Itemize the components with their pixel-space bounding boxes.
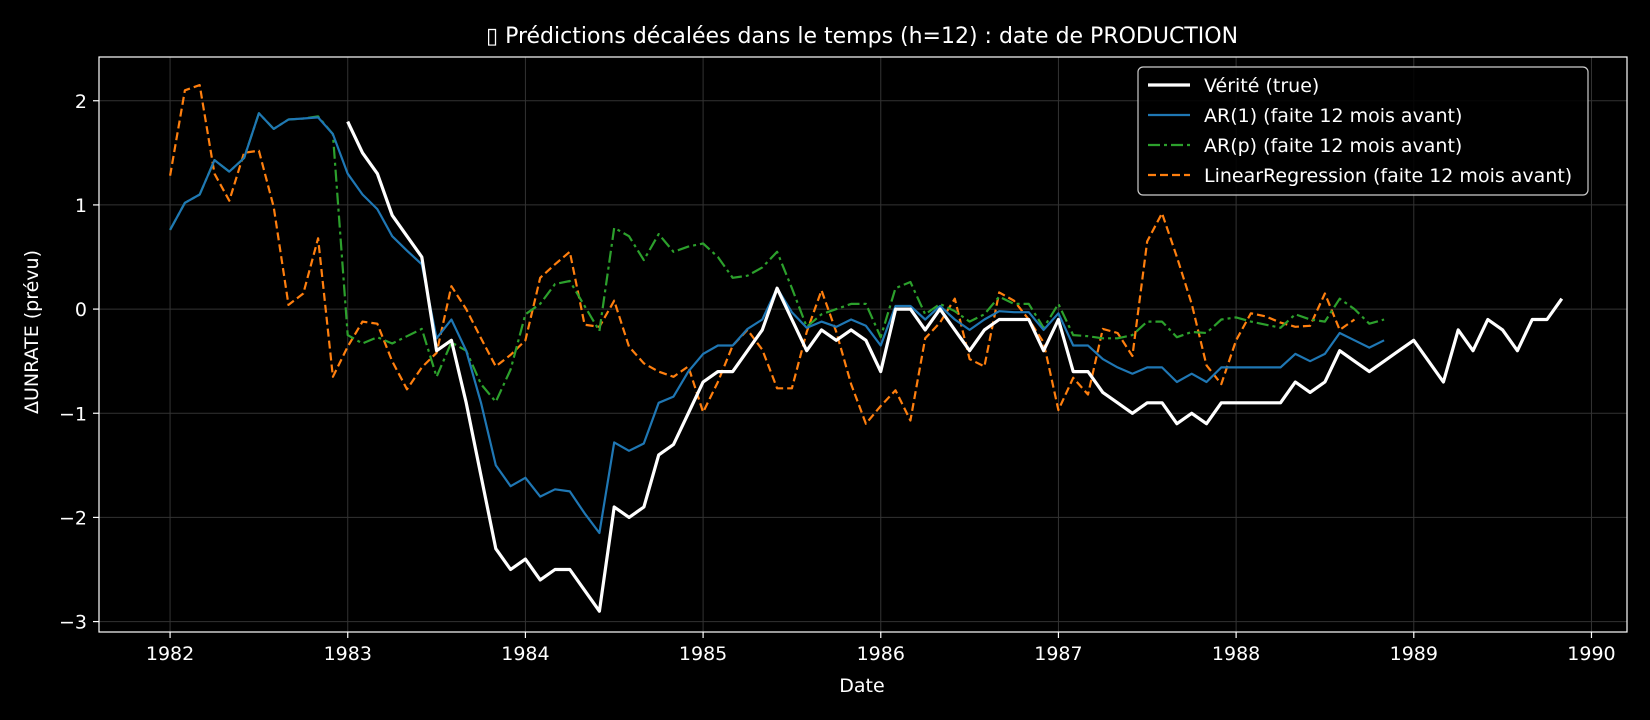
- x-tick-label: 1985: [679, 643, 727, 665]
- plot-area-frame: [98, 56, 1628, 633]
- y-tick-label: −3: [59, 612, 87, 634]
- x-axis-label: Date: [839, 675, 884, 697]
- legend-label: Vérité (true): [1204, 75, 1319, 97]
- series-line-2: [169, 112, 1385, 403]
- x-tick-label: 1988: [1212, 643, 1260, 665]
- y-tick-label: 1: [75, 195, 87, 217]
- x-tick-label: 1982: [146, 643, 194, 665]
- legend-label: AR(p) (faite 12 mois avant): [1204, 135, 1462, 157]
- x-tick-label: 1987: [1034, 643, 1082, 665]
- legend-frame: [1137, 66, 1589, 196]
- x-tick-label: 1990: [1567, 643, 1615, 665]
- legend-label: LinearRegression (faite 12 mois avant): [1204, 165, 1572, 187]
- series-lines: [169, 83, 1564, 613]
- y-tick-label: −2: [59, 507, 87, 529]
- legend-label: AR(1) (faite 12 mois avant): [1204, 105, 1462, 127]
- x-tick-label: 1983: [324, 643, 372, 665]
- y-tick-label: 0: [75, 299, 87, 321]
- chart-title: ▯ Prédictions décalées dans le temps (h=…: [486, 24, 1238, 49]
- y-tick-label: 2: [75, 91, 87, 113]
- y-tick-label: −1: [59, 403, 87, 425]
- y-axis-label: ΔUNRATE (prévu): [21, 250, 43, 414]
- x-tick-label: 1984: [501, 643, 549, 665]
- x-tick-label: 1986: [857, 643, 905, 665]
- series-line-0: [346, 120, 1564, 613]
- axis-ticks: 1982 1983 1984 1985 1986 1987 1988 1989 1990 −3 −2…: [59, 91, 1616, 665]
- legend: Vérité (true) AR(1) (faite 12 mois avant)…: [1137, 66, 1589, 196]
- x-tick-label: 1989: [1390, 643, 1438, 665]
